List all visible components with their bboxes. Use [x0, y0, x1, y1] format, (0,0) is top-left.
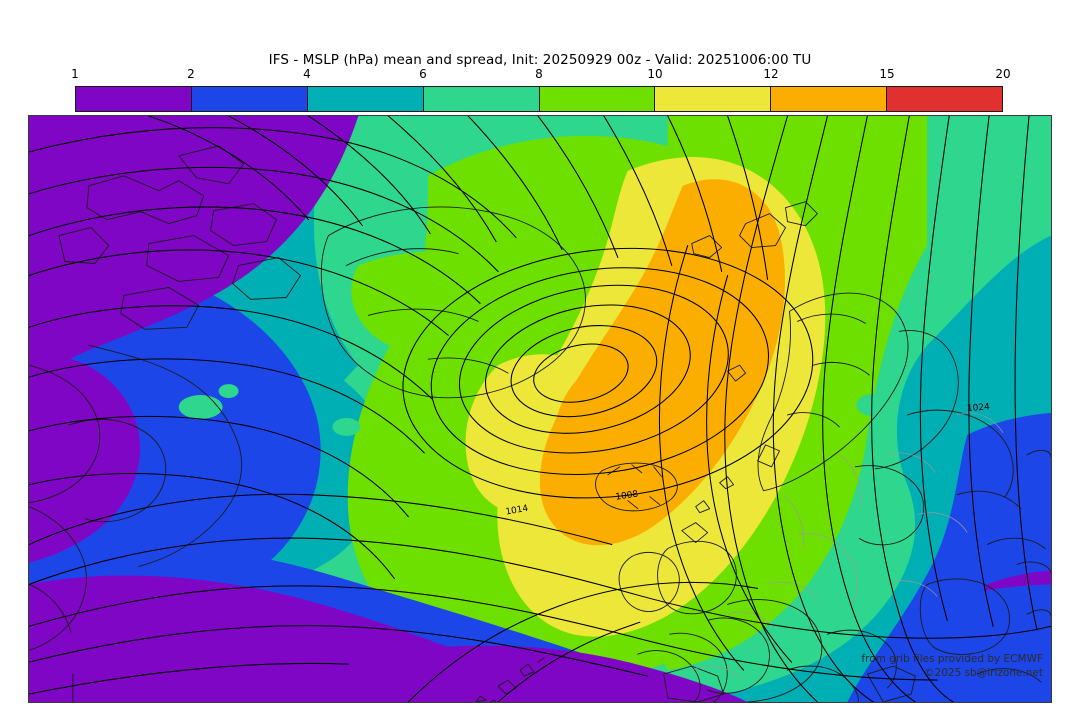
contour-label-layer: 1008 1014 1024 [505, 402, 991, 517]
spread-shading-layer [29, 116, 1051, 702]
page-title: IFS - MSLP (hPa) mean and spread, Init: … [268, 52, 812, 68]
coastline-layer [29, 145, 1051, 702]
colorbar-tick-1: 1 [71, 67, 79, 81]
mslp-contour-layer [29, 116, 1051, 702]
colorbar-tick-labels: 1 2 4 6 8 10 12 15 20 [71, 67, 1010, 83]
political-border-layer [691, 412, 1004, 679]
contour-innermost [533, 343, 629, 403]
colorbar-tick-10: 10 [647, 67, 663, 81]
map-panel[interactable]: 1008 1014 1024 from grib files provided … [28, 115, 1052, 703]
colorbar-tick-4: 4 [303, 67, 311, 81]
colorbar-tick-2: 2 [187, 67, 195, 81]
map-canvas: 1008 1014 1024 [29, 116, 1051, 702]
spread-band-1-2-iberia [358, 645, 748, 702]
colorbar-segment-4-6 [307, 87, 424, 111]
spread-band-2-4-caspian [867, 584, 1051, 702]
spread-band-1-2-na [29, 354, 140, 563]
spread-band-8-10-greenland [351, 251, 536, 357]
colorbar-tick-12: 12 [763, 67, 779, 81]
spread-band-12-15-core [553, 363, 673, 498]
colorbar-segment-15-20 [887, 87, 1002, 111]
colorbar-segment-2-4 [191, 87, 308, 111]
colorbar-tick-6: 6 [419, 67, 427, 81]
spread-island-green-2 [332, 417, 361, 436]
contour-label-1008: 1008 [615, 490, 639, 503]
colorbar-segment-10-12 [655, 87, 772, 111]
colorbar-gradient [75, 86, 1003, 112]
colorbar-segment-1-2 [76, 87, 192, 111]
spread-island-green-1 [430, 245, 455, 266]
spread-island-green-4 [178, 395, 223, 419]
contour-label-1014: 1014 [505, 504, 530, 518]
colorbar-tick-15: 15 [879, 67, 895, 81]
colorbar-segment-6-8 [423, 87, 540, 111]
spread-band-1-2-arctic [29, 116, 359, 378]
colorbar-segment-8-10 [539, 87, 656, 111]
colorbar-tick-20: 20 [995, 67, 1011, 81]
contour-label-1024: 1024 [967, 402, 991, 414]
colorbar-segment-12-15 [771, 87, 888, 111]
colorbar-tick-8: 8 [535, 67, 543, 81]
colorbar: 1 2 4 6 8 10 12 15 20 [71, 67, 1011, 112]
spread-island-green-5 [218, 384, 239, 399]
